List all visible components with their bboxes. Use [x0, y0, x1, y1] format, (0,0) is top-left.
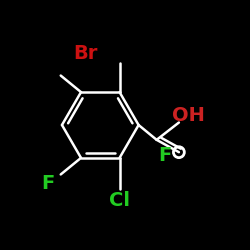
Text: OH: OH	[172, 106, 204, 125]
Text: Br: Br	[73, 44, 98, 63]
Text: F: F	[158, 146, 171, 165]
Text: Cl: Cl	[109, 191, 130, 210]
Text: F: F	[41, 174, 54, 193]
